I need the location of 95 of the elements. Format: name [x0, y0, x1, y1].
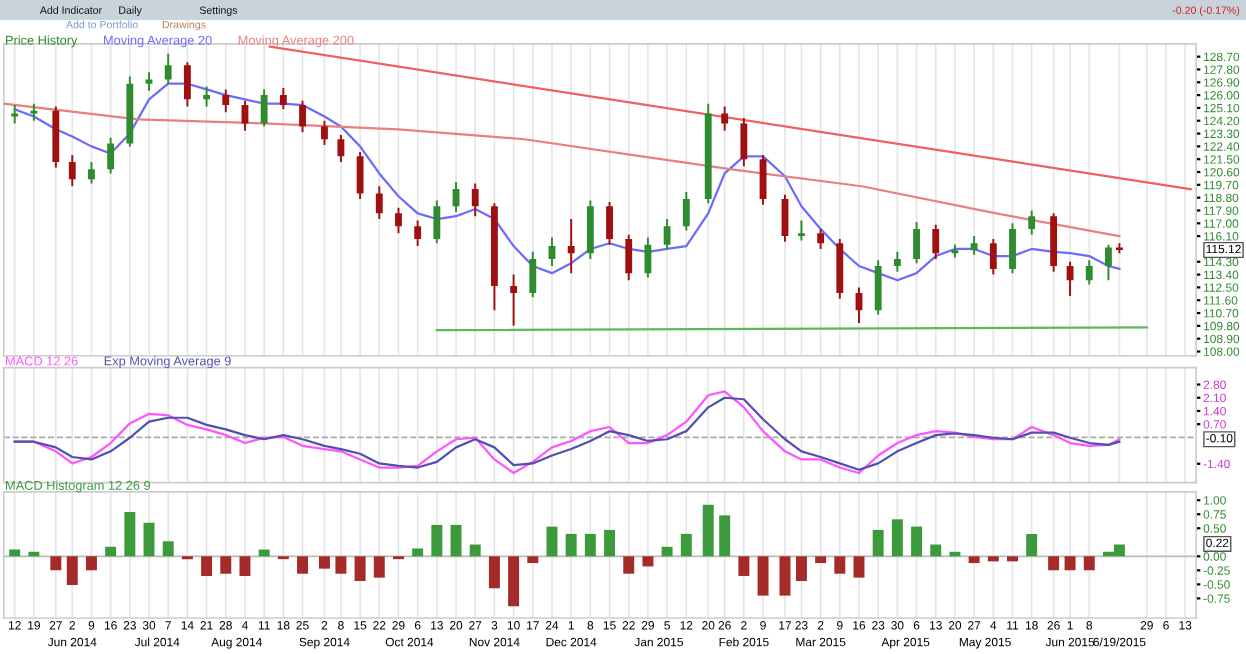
bar [779, 556, 791, 596]
bar [450, 524, 462, 557]
candlestick [1009, 222, 1016, 275]
bar [642, 556, 654, 567]
bar [795, 556, 807, 581]
bar [469, 544, 481, 557]
candlestick [644, 236, 652, 279]
candlestick [663, 218, 671, 250]
candlestick [740, 116, 748, 168]
bar [143, 522, 155, 557]
bar [546, 526, 558, 557]
bar [891, 519, 903, 557]
candlestick [913, 220, 920, 265]
bar [105, 546, 117, 557]
bar [565, 533, 577, 557]
candlestick [529, 250, 537, 299]
bar [1048, 556, 1060, 571]
candlestick [970, 235, 978, 256]
bar [162, 541, 174, 557]
bar [50, 556, 62, 571]
bar [604, 529, 616, 557]
candlestick [241, 99, 249, 132]
bar [220, 556, 232, 574]
bar [1064, 556, 1076, 571]
candlestick [88, 161, 95, 185]
candlestick [586, 199, 594, 260]
candlestick [1085, 259, 1093, 286]
bar [1007, 556, 1018, 562]
bar [412, 548, 424, 557]
candlestick [279, 87, 287, 111]
candlestick [606, 200, 613, 246]
candlestick [893, 250, 901, 273]
bar [702, 504, 714, 557]
candlestick [989, 238, 997, 276]
bar [201, 556, 213, 576]
candlestick [68, 153, 76, 188]
bar [85, 556, 97, 571]
bar [719, 515, 731, 557]
candlestick [414, 219, 422, 248]
bar [623, 556, 635, 574]
candlestick [203, 85, 211, 108]
candlestick [1028, 209, 1036, 236]
bar [815, 556, 827, 564]
candlestick [510, 273, 518, 327]
bar [508, 556, 520, 607]
bar [757, 556, 769, 596]
candlestick [932, 223, 940, 260]
candlestick [107, 136, 115, 175]
candlestick [145, 71, 153, 92]
candlestick [337, 134, 345, 164]
candlestick [567, 218, 575, 275]
bar [911, 526, 923, 557]
bar [297, 556, 309, 574]
bar [949, 551, 961, 557]
bar [239, 556, 251, 576]
bar [872, 529, 884, 557]
bar [28, 551, 40, 557]
bar [527, 556, 539, 564]
candlestick [471, 182, 479, 218]
candlestick [222, 88, 230, 114]
bar [834, 556, 846, 574]
bar [968, 556, 980, 564]
bar [335, 556, 347, 574]
bar [930, 544, 942, 557]
candlestick [433, 199, 441, 245]
candlestick [682, 190, 690, 232]
candlestick [321, 119, 328, 146]
candlestick [874, 259, 882, 316]
bar [680, 533, 692, 557]
bar [738, 556, 750, 576]
bar [987, 556, 999, 562]
candlestick [721, 105, 729, 132]
candlestick [625, 233, 633, 282]
candlestick [375, 185, 383, 220]
bar [431, 524, 443, 557]
bar [66, 556, 78, 585]
bar [661, 546, 673, 557]
candlestick [164, 52, 172, 85]
bar [373, 556, 385, 578]
candlestick [395, 206, 402, 235]
candlestick [1105, 243, 1112, 282]
bar [853, 556, 865, 578]
candlestick [817, 228, 825, 250]
candlestick [798, 219, 805, 242]
bar [124, 512, 136, 557]
candlestick [299, 99, 306, 134]
bar [1083, 556, 1095, 571]
candlestick [260, 88, 268, 128]
bar [354, 556, 366, 581]
bar [488, 556, 500, 589]
candlestick [356, 151, 364, 201]
bar [584, 533, 596, 557]
candlestick [183, 61, 191, 108]
bar [318, 556, 330, 569]
bar [1026, 533, 1038, 557]
